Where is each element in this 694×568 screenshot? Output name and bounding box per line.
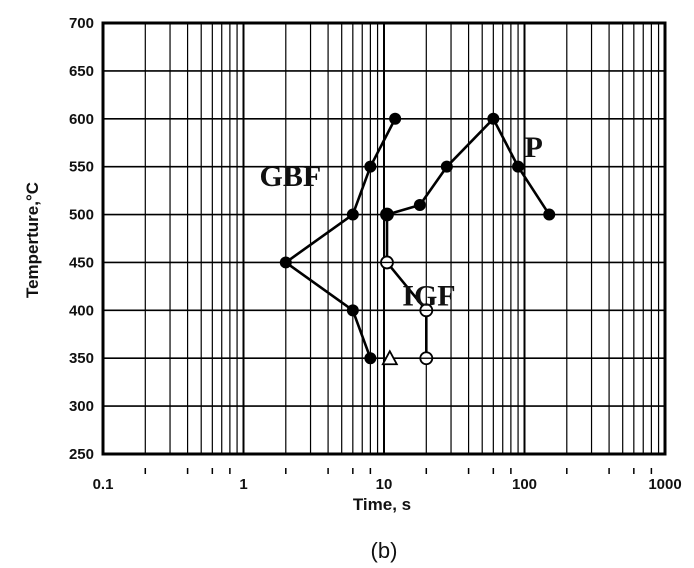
data-point <box>364 352 377 365</box>
y-tick-label: 350 <box>69 350 94 367</box>
y-tick-label: 550 <box>69 159 94 176</box>
data-point <box>346 304 359 317</box>
y-tick-label: 250 <box>69 446 94 463</box>
series-label-igf: IGF <box>402 280 455 313</box>
series-labels: GBF IGF P <box>260 131 543 312</box>
figure-caption: (b) <box>371 538 398 563</box>
series-line-gbf <box>284 118 397 359</box>
data-point <box>380 255 394 270</box>
y-tick-label: 450 <box>69 254 94 271</box>
data-point <box>543 208 556 221</box>
x-axis-title: Time, s <box>353 495 411 514</box>
data-point <box>381 349 399 366</box>
series-label-p: P <box>525 131 543 164</box>
y-tick-label: 700 <box>69 15 94 32</box>
y-tick-label: 650 <box>69 63 94 80</box>
data-point <box>279 256 292 269</box>
x-tick-label: 10 <box>376 476 393 493</box>
x-tick-label: 1 <box>239 476 247 493</box>
data-point <box>440 160 453 173</box>
data-markers <box>279 112 556 366</box>
x-tick-label: 1000 <box>648 476 681 493</box>
x-tick-label: 100 <box>512 476 537 493</box>
series-lines <box>284 117 551 359</box>
data-point <box>419 351 434 366</box>
x-tick-labels: 0.1 1 10 100 1000 <box>93 468 682 493</box>
y-tick-label: 400 <box>69 302 94 319</box>
data-point <box>487 112 500 125</box>
plot-frame <box>101 21 667 456</box>
y-tick-labels: 250 300 350 400 450 500 550 600 650 700 <box>69 15 94 463</box>
data-point <box>346 208 359 221</box>
y-axis-title: Temperture,°C <box>23 182 42 298</box>
data-point <box>389 112 402 125</box>
plot-grid <box>103 23 665 454</box>
data-point <box>380 208 393 221</box>
series-label-gbf: GBF <box>260 160 322 193</box>
y-tick-label: 300 <box>69 398 94 415</box>
data-point <box>419 303 434 318</box>
data-point <box>512 160 525 173</box>
data-point <box>413 198 426 211</box>
y-tick-label: 500 <box>69 207 94 224</box>
y-tick-label: 600 <box>69 111 94 128</box>
data-point <box>364 160 377 173</box>
series-line-igf <box>385 214 428 359</box>
x-tick-label: 0.1 <box>93 476 114 493</box>
